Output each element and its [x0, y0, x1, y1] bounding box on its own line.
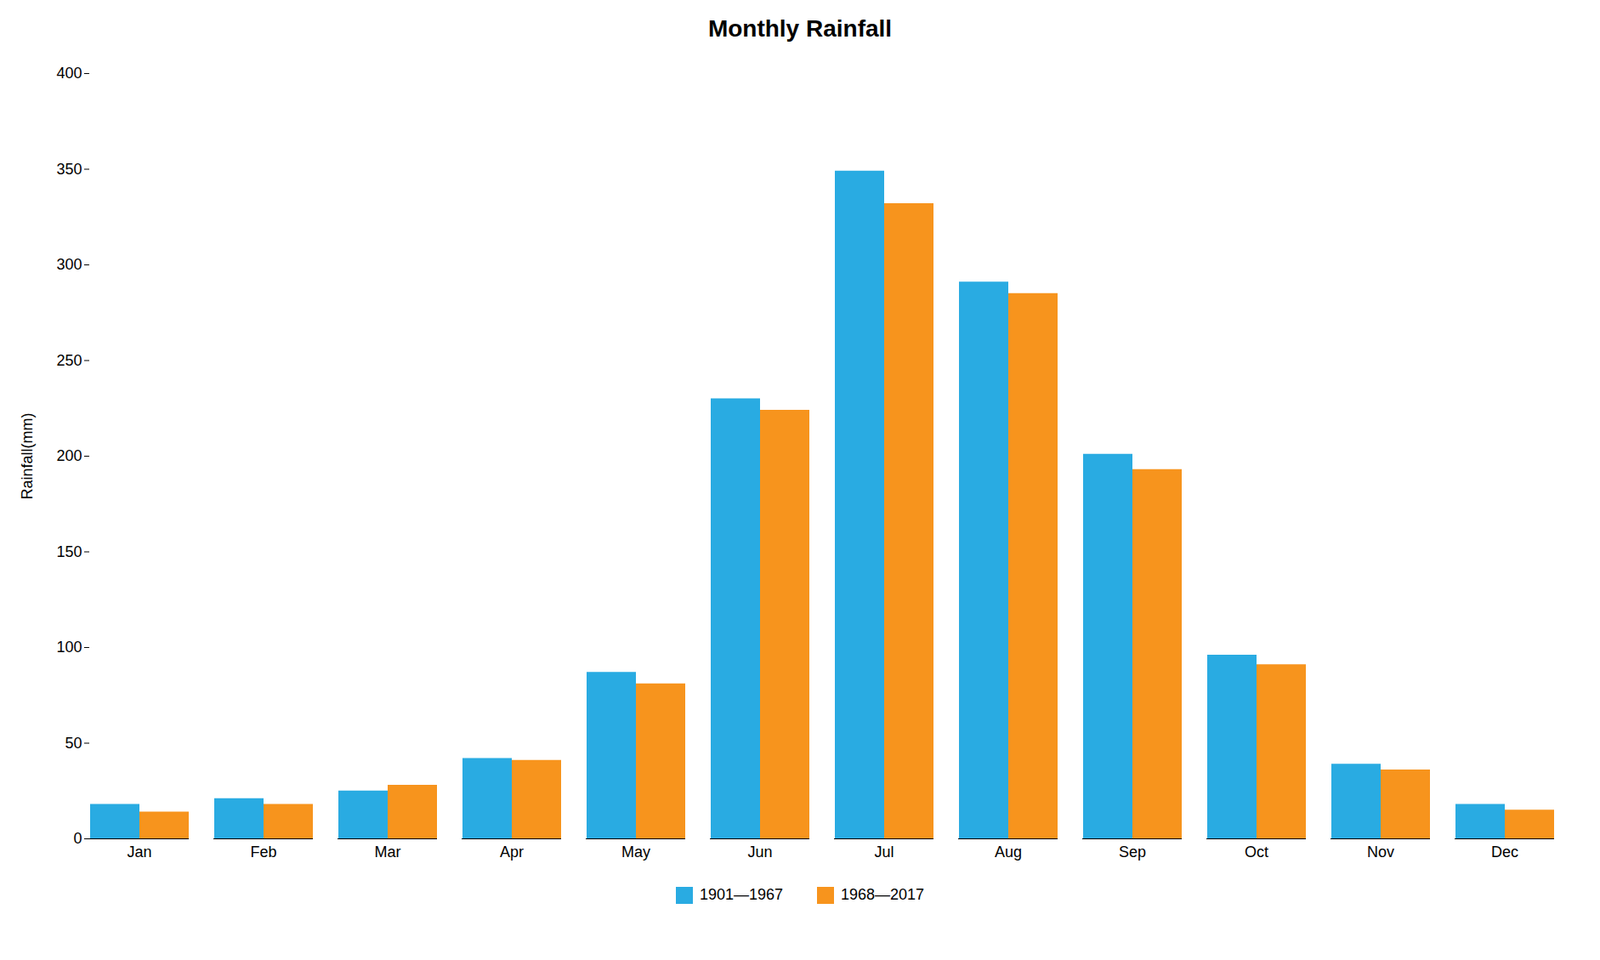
- html-text:1968—2017: 1968—2017: [840, 885, 925, 903]
- svg-text:Oct: Oct: [1244, 843, 1269, 861]
- svg-text:300: 300: [56, 255, 82, 273]
- html-text:1901—1967: 1901—1967: [699, 885, 783, 903]
- svg-text:350: 350: [56, 160, 82, 178]
- html-text:Monthly Rainfall: Monthly Rainfall: [708, 15, 892, 42]
- svg-text:Sep: Sep: [1118, 843, 1147, 861]
- svg-text:May: May: [621, 843, 651, 861]
- svg-text:250: 250: [56, 351, 82, 369]
- svg-text:Apr: Apr: [499, 843, 524, 861]
- svg-text:Mar: Mar: [374, 843, 402, 861]
- svg-text:Rainfall(mm): Rainfall(mm): [18, 412, 36, 500]
- svg-text:Aug: Aug: [994, 843, 1022, 861]
- svg-text:200: 200: [56, 447, 82, 465]
- svg-text:Jul: Jul: [873, 843, 894, 861]
- svg-text:50: 50: [64, 734, 82, 752]
- svg-text:Dec: Dec: [1491, 843, 1519, 861]
- svg-text:Nov: Nov: [1367, 843, 1395, 861]
- svg-text:Jan: Jan: [126, 843, 152, 861]
- svg-text:100: 100: [56, 638, 82, 656]
- svg-text:150: 150: [56, 543, 82, 561]
- svg-text:400: 400: [56, 64, 82, 82]
- svg-text:0: 0: [73, 829, 82, 847]
- svg-text:Jun: Jun: [747, 843, 772, 861]
- svg-text:Feb: Feb: [249, 843, 277, 861]
